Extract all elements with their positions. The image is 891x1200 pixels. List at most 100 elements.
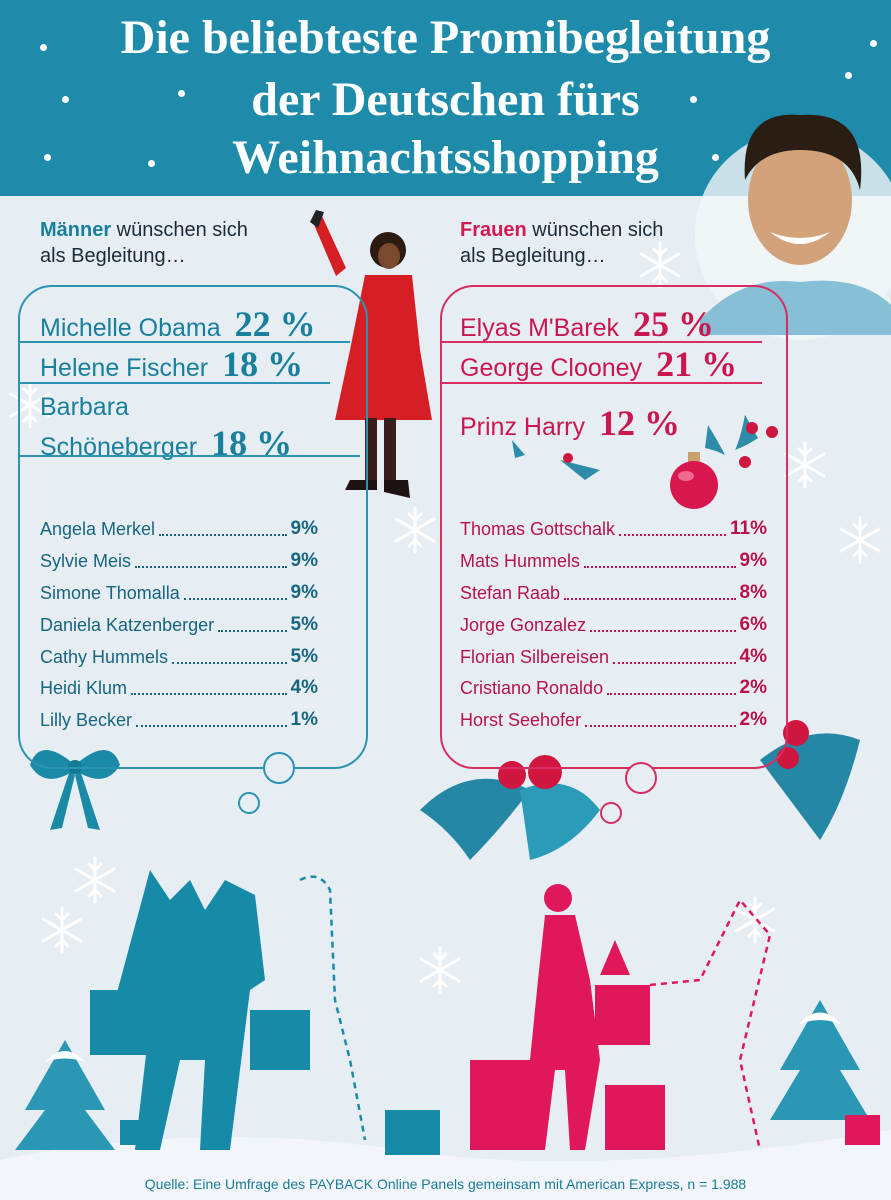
- christmas-ornament-icon: [670, 452, 718, 509]
- men-shopper-silhouette-icon: [90, 870, 440, 1155]
- title-line-1: Die beliebteste Promibegleitung: [120, 11, 771, 64]
- leader-dots: [136, 724, 287, 727]
- snowflake-icon: [784, 441, 826, 489]
- christmas-tree-icon: [15, 1000, 870, 1150]
- men-top-row-2: Helene Fischer 18 %: [40, 343, 303, 385]
- women-shopper-silhouette-icon: [470, 884, 880, 1151]
- list-name: Heidi Klum: [40, 678, 128, 698]
- top-name: Michelle Obama: [40, 314, 221, 342]
- thought-bubble-icon: [238, 792, 260, 814]
- women-top-row-2: George Clooney 21 %: [460, 343, 737, 385]
- list-value: 1%: [290, 709, 318, 730]
- top-value: 25 %: [632, 304, 714, 344]
- list-value: 6%: [739, 614, 767, 635]
- women-panel: [440, 285, 788, 769]
- list-value: 2%: [739, 709, 767, 730]
- leader-dots: [131, 692, 287, 695]
- list-item: Cathy Hummels 5%: [40, 646, 318, 668]
- title-line-2: der Deutschen fürs: [251, 73, 640, 126]
- list-value: 4%: [739, 646, 767, 667]
- list-item: Daniela Katzenberger 5%: [40, 614, 318, 636]
- list-name: Florian Silbereisen: [460, 647, 610, 667]
- list-name: Stefan Raab: [460, 583, 561, 603]
- men-panel: [18, 285, 368, 769]
- divider: [442, 341, 762, 343]
- men-intro-rest: wünschen sich: [111, 219, 248, 241]
- snow-dot: [178, 90, 185, 97]
- men-intro-bold: Männer: [40, 219, 112, 241]
- snowflake-icon: [419, 946, 461, 994]
- women-top-row-3: Prinz Harry 12 %: [460, 402, 680, 444]
- list-name: Simone Thomalla: [40, 583, 180, 603]
- snow-dot: [690, 96, 697, 103]
- men-intro-line2: als Begleitung…: [40, 245, 186, 267]
- list-item: Horst Seehofer 2%: [460, 709, 767, 731]
- list-item: Lilly Becker 1%: [40, 709, 318, 731]
- divider: [20, 341, 350, 343]
- leader-dots: [590, 629, 736, 632]
- snowflake-icon: [839, 516, 881, 564]
- elyas-portrait-icon: [700, 114, 891, 335]
- snow-dot: [148, 160, 155, 167]
- list-value: 5%: [290, 614, 318, 635]
- list-name: Cristiano Ronaldo: [460, 678, 604, 698]
- leader-dots: [159, 533, 287, 536]
- source-note: Quelle: Eine Umfrage des PAYBACK Online …: [144, 1176, 747, 1192]
- holly-icon: [512, 415, 778, 480]
- leader-dots: [584, 565, 736, 568]
- list-name: Sylvie Meis: [40, 551, 132, 571]
- list-item: Sylvie Meis 9%: [40, 550, 318, 572]
- women-intro: Frauen wünschen sich als Begleitung…: [460, 217, 663, 269]
- list-value: 5%: [290, 646, 318, 667]
- header-banner: Die beliebteste Promibegleitung der Deut…: [0, 0, 891, 196]
- men-intro: Männer wünschen sich als Begleitung…: [40, 217, 248, 269]
- list-name: Daniela Katzenberger: [40, 615, 215, 635]
- men-top-row-1: Michelle Obama 22 %: [40, 303, 316, 345]
- snow-dot: [870, 40, 877, 47]
- divider: [442, 382, 762, 384]
- snow-dot: [62, 96, 69, 103]
- leader-dots: [218, 629, 287, 632]
- list-value: 11%: [730, 518, 767, 539]
- snow-dot: [845, 72, 852, 79]
- list-item: Jorge Gonzalez 6%: [460, 614, 767, 636]
- thought-bubble-icon: [263, 752, 295, 784]
- women-top-row-1: Elyas M'Barek 25 %: [460, 303, 714, 345]
- list-item: Heidi Klum 4%: [40, 677, 318, 699]
- list-value: 8%: [739, 582, 767, 603]
- divider: [20, 455, 360, 457]
- bow-icon: [30, 750, 120, 830]
- list-item: Florian Silbereisen 4%: [460, 646, 767, 668]
- leader-dots: [613, 661, 736, 664]
- top-name: Prinz Harry: [460, 413, 586, 441]
- list-name: Angela Merkel: [40, 519, 156, 539]
- list-name: Horst Seehofer: [460, 710, 582, 730]
- divider: [20, 382, 330, 384]
- list-item: Cristiano Ronaldo 2%: [460, 677, 767, 699]
- list-value: 9%: [290, 518, 318, 539]
- snowflake-icon: [394, 506, 436, 554]
- snow-dot: [40, 44, 47, 51]
- list-name: Thomas Gottschalk: [460, 519, 616, 539]
- top-value: 12 %: [599, 403, 681, 443]
- leader-dots: [135, 565, 287, 568]
- leader-dots: [183, 597, 287, 600]
- leader-dots: [564, 597, 736, 600]
- list-name: Cathy Hummels: [40, 647, 169, 667]
- list-value: 9%: [290, 550, 318, 571]
- list-value: 4%: [290, 677, 318, 698]
- snow-dot: [712, 154, 719, 161]
- top-name: George Clooney: [460, 354, 643, 382]
- top-name: Elyas M'Barek: [460, 314, 619, 342]
- list-name: Lilly Becker: [40, 710, 133, 730]
- list-item: Thomas Gottschalk 11%: [460, 518, 767, 540]
- list-item: Stefan Raab 8%: [460, 582, 767, 604]
- women-intro-bold: Frauen: [460, 219, 527, 241]
- women-intro-line2: als Begleitung…: [460, 245, 606, 267]
- top-name: Helene Fischer: [40, 354, 209, 382]
- snowflake-icon: [41, 906, 83, 954]
- snow-dot: [44, 154, 51, 161]
- snowflake-icon: [74, 856, 116, 904]
- title-line-3: Weihnachtsshopping: [232, 131, 659, 184]
